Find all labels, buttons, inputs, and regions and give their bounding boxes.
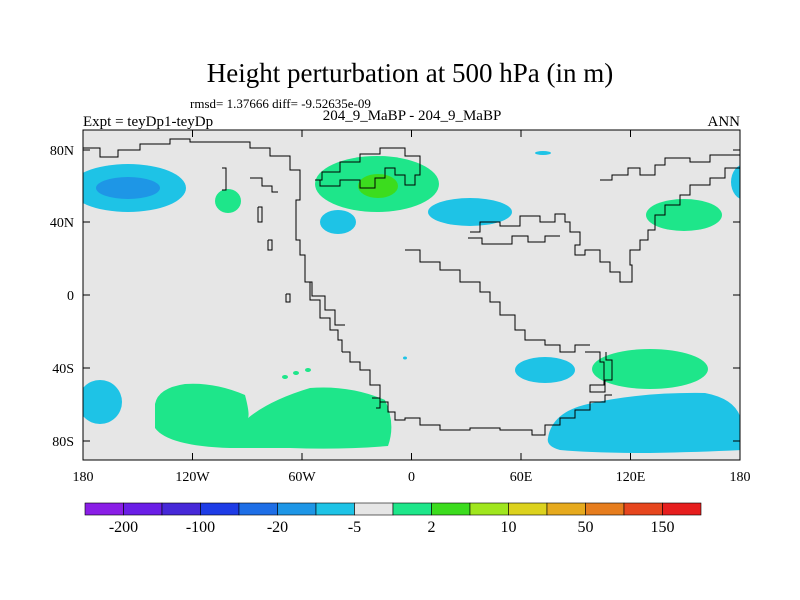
coastlines [83, 138, 740, 436]
contour-spot-3 [305, 368, 311, 372]
colorbar-box [508, 502, 548, 516]
coastline-small-4 [285, 293, 291, 303]
colorbar-labels: -200 -100 -20 -5 2 10 50 150 [109, 519, 675, 536]
x-axis: 180 120W 60W 0 60E 120E 180 [73, 130, 751, 485]
x-tick-label: 180 [73, 470, 94, 485]
coastline-small-2 [222, 167, 227, 191]
colorbar-box [662, 502, 702, 516]
colorbar-label: -5 [348, 519, 361, 536]
contour-region-south-indian [515, 357, 575, 383]
colorbar-box [469, 502, 509, 516]
colorbar-label: -20 [267, 519, 288, 536]
colorbar-label: 2 [428, 519, 436, 536]
coastline-indo [468, 235, 560, 245]
colorbar-box [392, 502, 432, 516]
y-axis: 80N 40N 0 40S 80S [50, 144, 740, 450]
y-tick-label: 0 [67, 289, 74, 304]
coastline-small-1 [257, 206, 263, 223]
colorbar-box [84, 502, 124, 516]
coastline-coast-rise [305, 281, 345, 326]
colorbar-label: -100 [186, 519, 215, 536]
y-tick-label: 40N [50, 216, 74, 231]
colorbar-box [431, 502, 471, 516]
contour-region-australia [592, 349, 708, 389]
contour-core-greenland [358, 174, 398, 198]
case-label: 204_9_MaBP - 204_9_MaBP [323, 108, 502, 124]
colorbar-label: 10 [501, 519, 517, 536]
colorbar: -200 -100 -20 -5 2 10 50 150 [84, 502, 702, 536]
colorbar-box [585, 502, 625, 516]
coastline-greenland [315, 147, 421, 189]
experiment-label: Expt = teyDp1-teyDp [83, 114, 213, 130]
stats-label: rmsd= 1.37666 diff= -9.52635e-09 [190, 96, 371, 111]
season-label: ANN [708, 114, 741, 130]
x-tick-label: 60E [510, 470, 533, 485]
coastline-antarctic [372, 397, 381, 409]
contour-region-south-pacific-west [83, 380, 122, 424]
y-tick-label: 80S [52, 435, 74, 450]
contour-spot-atlantic [403, 356, 407, 360]
coastline-small-5 [267, 239, 273, 251]
contour-region-east-edge [731, 165, 740, 199]
coastline-australia [585, 351, 613, 393]
coastline-asia [470, 167, 740, 283]
colorbar-box [546, 502, 586, 516]
coastline-small-3 [250, 177, 278, 193]
coastline-east-asia [600, 154, 740, 181]
coastline-eurasia [405, 249, 590, 353]
x-tick-label: 120E [616, 470, 646, 485]
colorbar-box [238, 502, 278, 516]
map-panel: 80N 40N 0 40S 80S 180 120W 60W 0 60E 120… [50, 129, 751, 485]
x-tick-label: 0 [408, 470, 415, 485]
colorbar-label: 50 [578, 519, 594, 536]
y-tick-label: 80N [50, 144, 74, 159]
contour-spot-1 [282, 375, 288, 379]
contour-spot-2 [293, 371, 299, 375]
y-tick-label: 40S [52, 362, 74, 377]
contour-region-southern-ocean [547, 392, 740, 453]
contour-region-north-america [215, 189, 241, 213]
x-tick-label: 120W [175, 470, 210, 485]
x-tick-label: 60W [288, 470, 316, 485]
colorbar-label: 150 [651, 519, 675, 536]
contour-region-north-atlantic [320, 210, 356, 234]
colorbar-box [354, 502, 394, 516]
colorbar-label: -200 [109, 519, 138, 536]
contour-core-north-pacific [96, 177, 160, 199]
coastline-south-america [342, 351, 612, 436]
contour-spot-arctic [535, 151, 551, 155]
colorbar-box [200, 502, 240, 516]
contour-region-europe [428, 198, 512, 226]
coastline-north-america [83, 138, 343, 352]
colorbar-box [123, 502, 163, 516]
colorbar-box [315, 502, 355, 516]
contour-fills [83, 151, 740, 453]
figure-title: Height perturbation at 500 hPa (in m) [207, 58, 613, 88]
contour-region-south-pacific [155, 383, 392, 449]
colorbar-box [623, 502, 663, 516]
colorbar-box [277, 502, 317, 516]
x-tick-label: 180 [730, 470, 751, 485]
colorbar-box [161, 502, 201, 516]
colorbar-boxes [84, 502, 702, 516]
